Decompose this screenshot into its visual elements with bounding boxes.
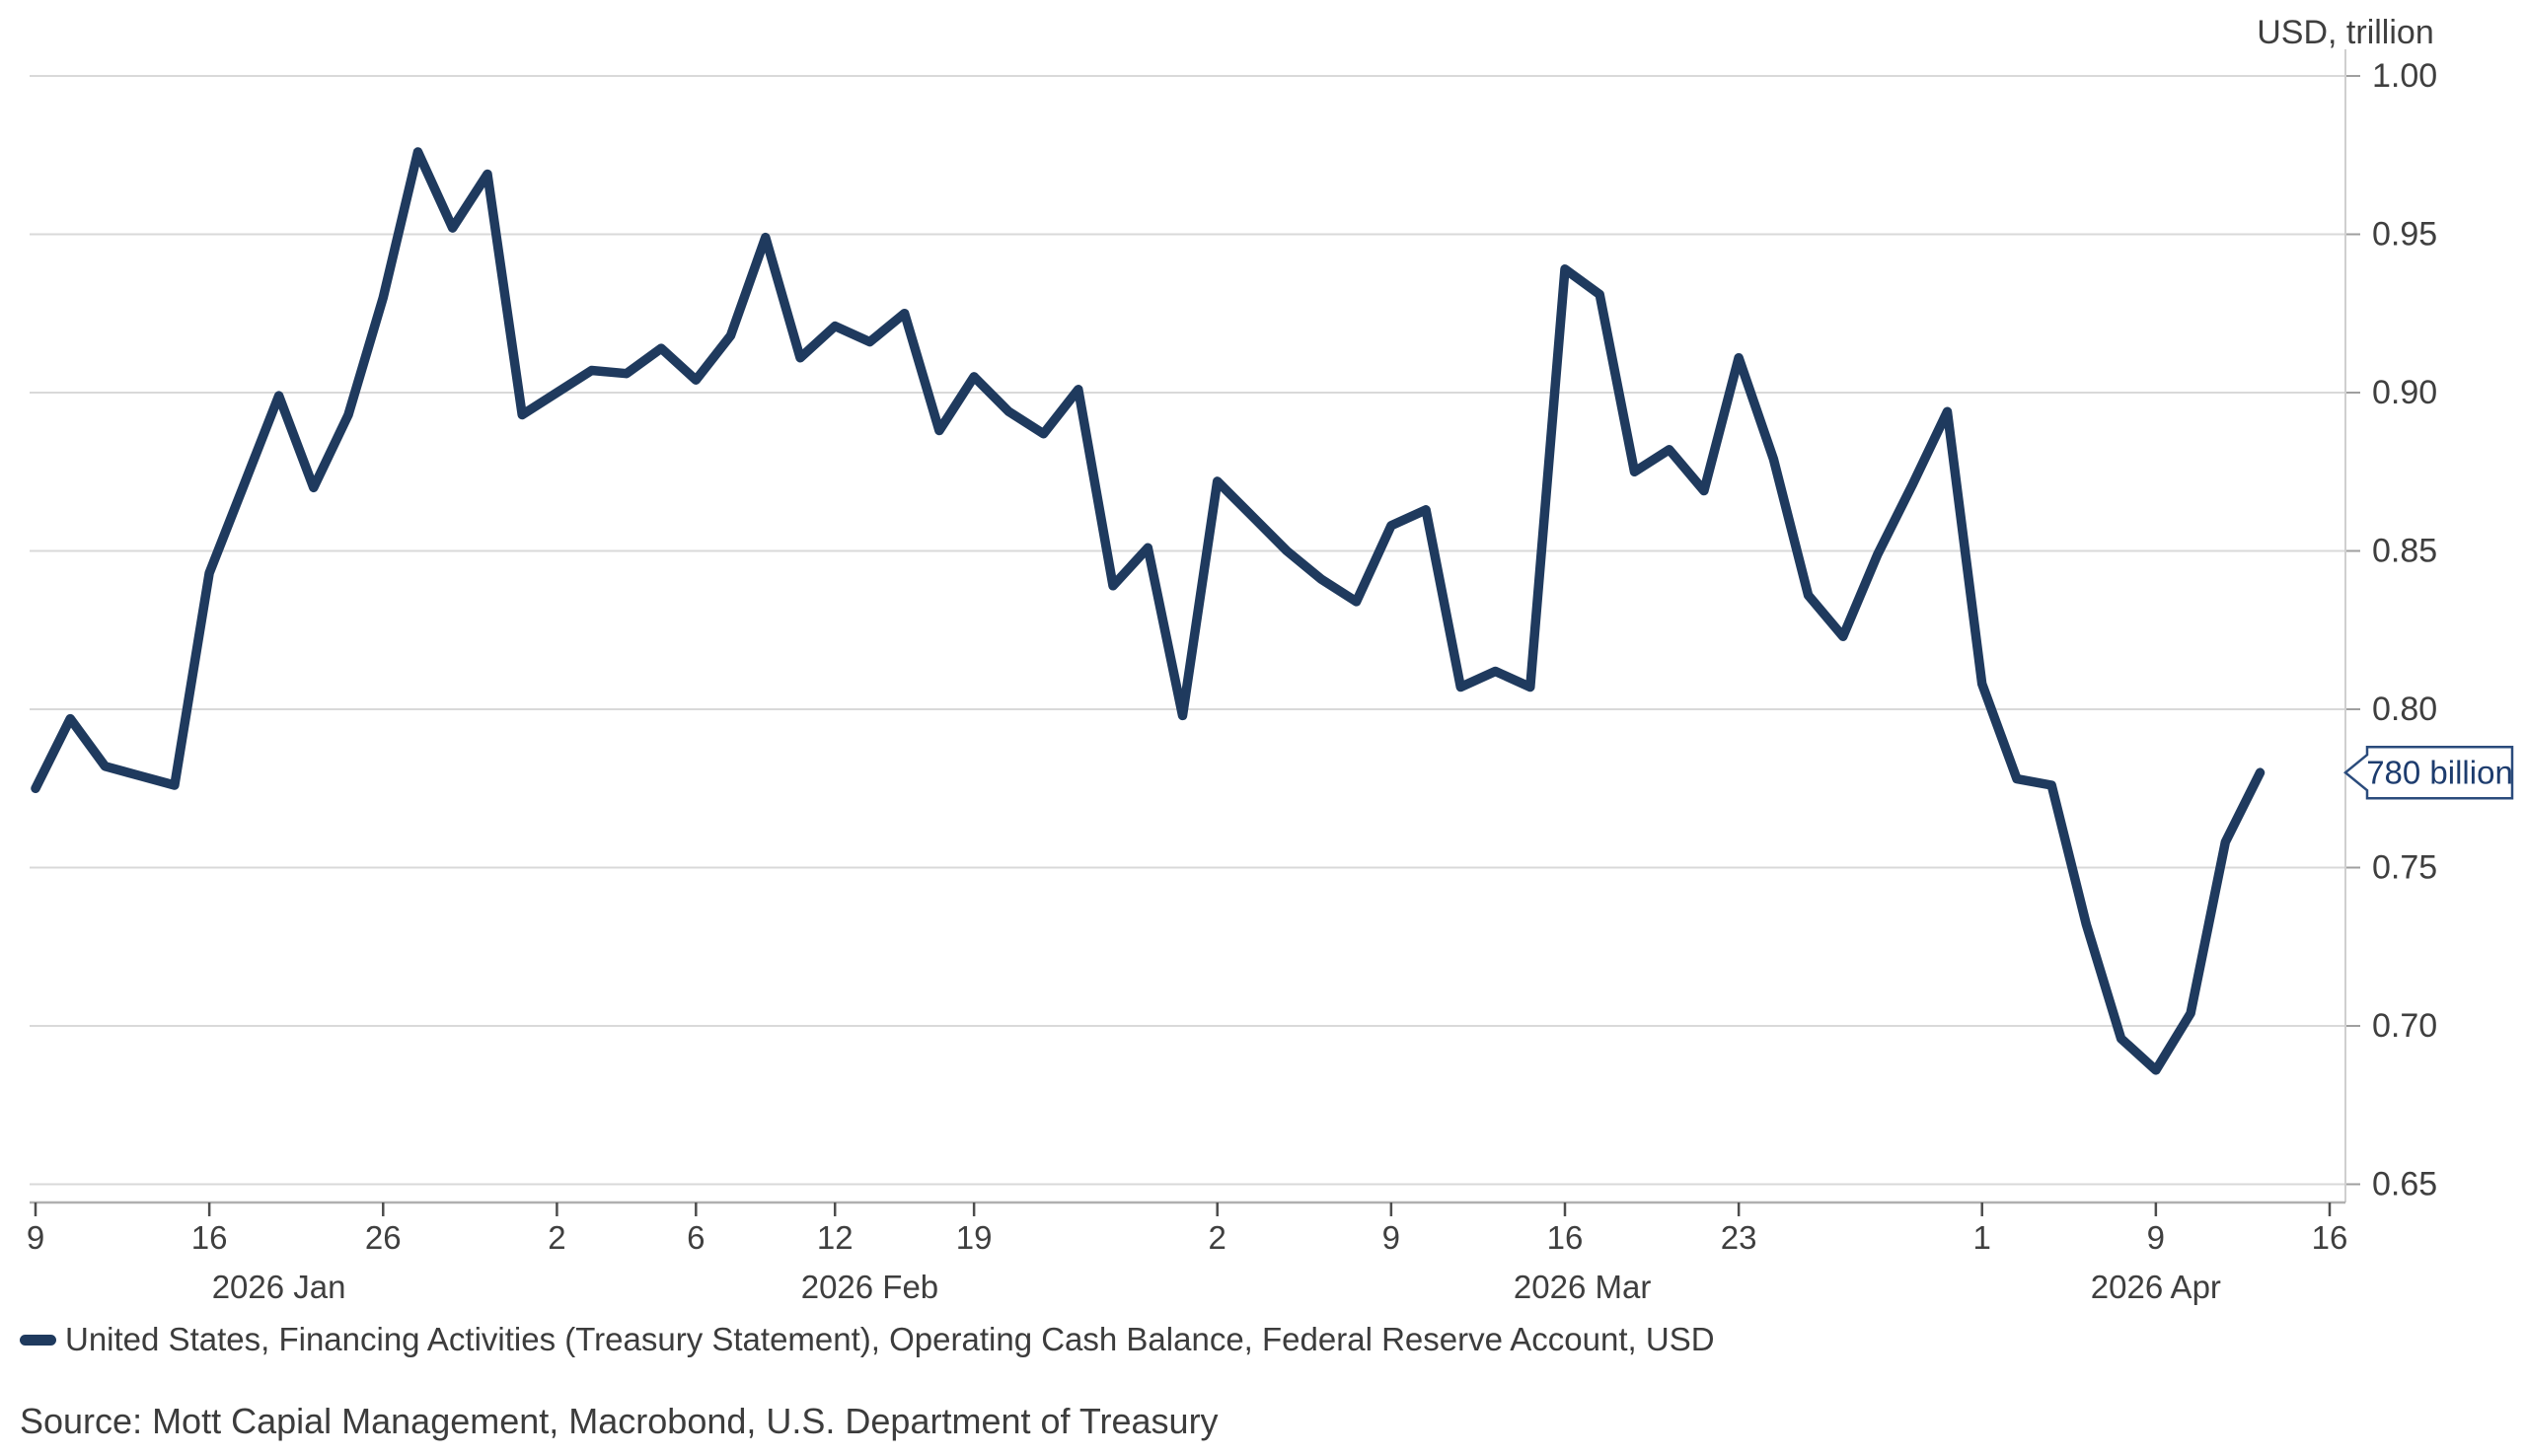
x-tick-label: 16	[1547, 1219, 1584, 1256]
x-tick-label: 19	[956, 1219, 993, 1256]
x-tick-label: 16	[191, 1219, 228, 1256]
x-axis-month-label: 2026 Feb	[801, 1269, 938, 1305]
series-line	[31, 147, 2266, 1075]
x-axis-month-label: 2026 Jan	[212, 1269, 346, 1305]
y-tick-label: 0.80	[2372, 691, 2437, 728]
legend-line-swatch	[20, 1334, 56, 1346]
y-axis-unit-label: USD, trillion	[2257, 14, 2434, 51]
x-tick-label: 2	[1209, 1219, 1226, 1256]
x-tick-label: 16	[2312, 1219, 2348, 1256]
y-tick-label: 0.85	[2372, 533, 2437, 570]
x-axis-month-label: 2026 Mar	[1514, 1269, 1651, 1305]
x-axis-month-label: 2026 Apr	[2091, 1269, 2221, 1305]
y-tick-label: 0.75	[2372, 849, 2437, 887]
x-tick-label: 12	[817, 1219, 854, 1256]
x-tick-label: 26	[365, 1219, 402, 1256]
y-tick-label: 1.00	[2372, 57, 2437, 95]
x-tick-label: 9	[1382, 1219, 1400, 1256]
x-tick-label: 1	[1973, 1219, 1991, 1256]
x-tick-label: 6	[687, 1219, 705, 1256]
x-tick-label: 9	[2147, 1219, 2165, 1256]
y-tick-label: 0.90	[2372, 374, 2437, 411]
last-value-callout	[2343, 745, 2514, 800]
source-attribution: Source: Mott Capial Management, Macrobon…	[20, 1401, 1219, 1441]
legend-series-label: United States, Financing Activities (Tre…	[65, 1321, 1715, 1357]
y-tick-label: 0.95	[2372, 216, 2437, 254]
last-value-callout-label: 780 billion	[2366, 755, 2513, 791]
x-tick-label: 23	[1721, 1219, 1757, 1256]
x-tick-label: 9	[27, 1219, 44, 1256]
legend: United States, Financing Activities (Tre…	[20, 1321, 1715, 1357]
x-tick-label: 2	[548, 1219, 565, 1256]
y-tick-label: 0.65	[2372, 1166, 2437, 1203]
y-tick-label: 0.70	[2372, 1007, 2437, 1045]
